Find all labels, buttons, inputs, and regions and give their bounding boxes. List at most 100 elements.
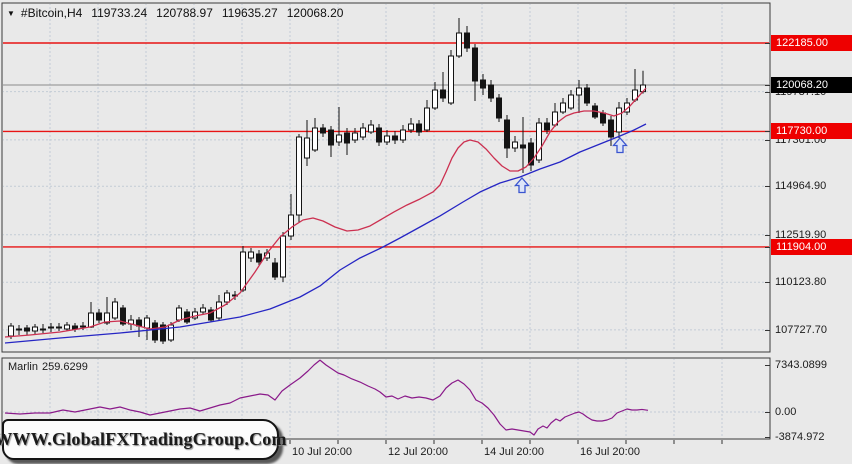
- bull-candle: [368, 124, 374, 133]
- bear-candle: [320, 127, 326, 134]
- bear-candle: [24, 327, 30, 332]
- bear-candle: [272, 262, 278, 278]
- bull-candle: [456, 32, 462, 57]
- bull-candle: [336, 134, 342, 143]
- level-price-badge: 117730.00: [771, 123, 852, 140]
- bear-candle: [256, 253, 262, 263]
- bull-candle: [216, 301, 222, 319]
- axis-tick-mark: [765, 131, 770, 133]
- time-axis-label: 12 Jul 20:00: [388, 446, 448, 458]
- bull-candle: [248, 251, 254, 259]
- bull-candle: [16, 328, 22, 331]
- price-tick-label: 112519.90: [775, 228, 827, 241]
- bear-candle: [392, 135, 398, 141]
- close-value: 120068.20: [286, 6, 344, 20]
- axis-tick-mark: [765, 364, 770, 366]
- bull-candle: [616, 107, 622, 133]
- bear-candle: [520, 144, 526, 149]
- axis-tick-mark: [765, 329, 770, 331]
- bear-candle: [208, 309, 214, 321]
- bull-candle: [296, 136, 302, 216]
- bear-candle: [416, 123, 422, 133]
- bull-candle: [400, 129, 406, 141]
- axis-tick-mark: [765, 436, 770, 438]
- bear-candle: [496, 97, 502, 119]
- bear-candle: [376, 127, 382, 143]
- bear-candle: [600, 112, 606, 124]
- bear-candle: [528, 142, 534, 166]
- bull-candle: [32, 326, 38, 332]
- axis-tick-mark: [765, 42, 770, 44]
- open-value: 119733.24: [91, 6, 148, 20]
- buy-arrow-icon: [612, 137, 628, 154]
- high-value: 120788.97: [156, 6, 213, 20]
- bull-candle: [432, 89, 438, 109]
- axis-tick-mark: [765, 91, 770, 93]
- bear-candle: [488, 84, 494, 99]
- buy-arrow-icon: [514, 177, 530, 194]
- price-tick-label: 110123.80: [775, 276, 827, 289]
- level-price-badge: 122185.00: [771, 34, 852, 51]
- bull-candle: [384, 135, 390, 143]
- symbol-dropdown-icon[interactable]: ▼: [7, 9, 15, 18]
- bear-candle: [544, 122, 550, 131]
- level-price-badge: 111904.00: [771, 238, 852, 255]
- price-tick-label: 114964.90: [775, 180, 827, 193]
- bear-candle: [464, 32, 470, 49]
- bear-candle: [152, 322, 158, 341]
- bull-candle: [168, 324, 174, 341]
- bull-candle: [8, 325, 14, 337]
- bull-candle: [536, 122, 542, 161]
- bull-candle: [144, 317, 150, 329]
- bull-candle: [40, 328, 46, 331]
- time-axis-label: 10 Jul 20:00: [292, 446, 352, 458]
- bear-candle: [504, 119, 510, 149]
- bull-candle: [48, 326, 54, 329]
- watermark-text: WWW.GlobalFXTradingGroup.Com: [0, 429, 287, 449]
- bull-candle: [224, 292, 230, 303]
- low-value: 119635.27: [221, 6, 278, 20]
- bear-candle: [328, 129, 334, 146]
- bear-candle: [344, 132, 350, 144]
- bull-candle: [568, 94, 574, 109]
- bear-candle: [120, 307, 126, 325]
- bull-candle: [176, 307, 182, 321]
- bear-candle: [584, 87, 590, 104]
- ma-slow-line: [4, 123, 647, 344]
- marlin-line: [4, 359, 649, 436]
- indicator-name: Marlin: [8, 361, 38, 373]
- bull-candle: [288, 214, 294, 237]
- bull-candle: [512, 141, 518, 149]
- bear-candle: [160, 324, 166, 342]
- bull-candle: [88, 312, 94, 328]
- symbol-label: #Bitcoin,H4: [20, 6, 83, 20]
- indicator-tick-label: 7343.0899: [775, 358, 827, 371]
- bull-candle: [240, 251, 246, 291]
- axis-tick-mark: [765, 412, 770, 413]
- bear-candle: [480, 79, 486, 89]
- indicator-tick-label: 0.00: [775, 406, 797, 418]
- time-axis-label: 16 Jul 20:00: [580, 446, 640, 458]
- bear-candle: [96, 312, 102, 321]
- axis-tick-mark: [765, 234, 770, 236]
- bull-candle: [424, 107, 430, 131]
- bull-candle: [64, 324, 70, 330]
- bull-candle: [560, 102, 566, 113]
- bull-candle: [80, 325, 86, 328]
- indicator-label: Marlin 259.6299: [8, 361, 92, 373]
- bear-candle: [472, 47, 478, 82]
- bear-candle: [56, 326, 62, 329]
- price-tick-label: 107727.70: [775, 323, 827, 336]
- bull-candle: [576, 87, 582, 96]
- current-price-badge: 120068.20: [771, 76, 852, 93]
- ma-fast-line: [4, 87, 647, 338]
- indicator-value: 259.6299: [41, 361, 88, 373]
- axis-tick-mark: [765, 139, 770, 141]
- bull-candle: [280, 235, 286, 278]
- bull-candle: [104, 312, 110, 324]
- bull-candle: [408, 123, 414, 131]
- bull-candle: [448, 55, 454, 104]
- bear-candle: [440, 89, 446, 99]
